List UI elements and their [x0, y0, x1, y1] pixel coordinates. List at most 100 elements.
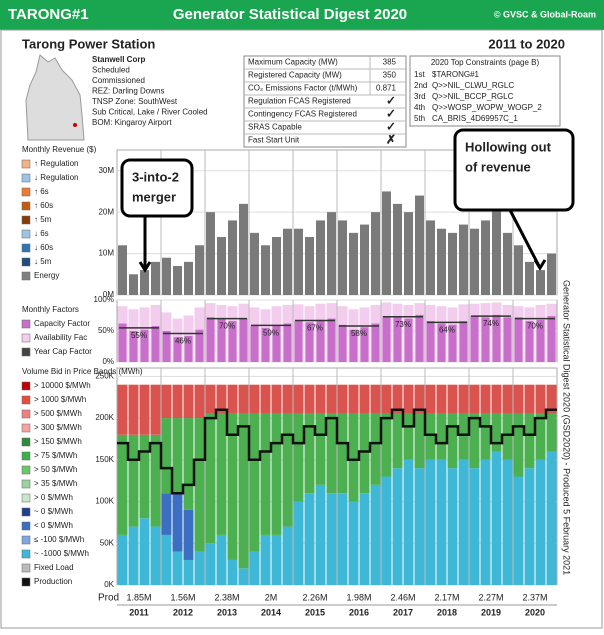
constraints-box — [409, 55, 561, 127]
legend-label: ↑ Regulation — [34, 159, 78, 168]
volume-bar — [524, 413, 535, 469]
credit: © GVSC & Global-Roam — [494, 9, 596, 19]
y-tick-label: 150K — [95, 455, 114, 464]
constraint: CA_BRIS_4D69957C_1 — [432, 114, 518, 123]
revenue-bar — [371, 212, 380, 295]
volume-bar — [249, 413, 260, 552]
annotation-arrow — [508, 209, 542, 269]
info-line: Scheduled — [92, 66, 130, 75]
volume-bar — [326, 413, 337, 494]
volume-bar — [227, 559, 238, 585]
frame — [0, 29, 603, 629]
factor-bar — [151, 326, 160, 362]
info-line: BOM: Kingaroy Airport — [92, 118, 172, 127]
revenue-bar — [272, 237, 281, 295]
volume-bar — [348, 413, 359, 502]
volume-bar — [480, 384, 491, 414]
volume-bar — [260, 413, 271, 535]
info-line: REZ: Darling Downs — [92, 87, 164, 96]
factor-bar — [283, 323, 292, 362]
constraint: Q>>NIL_BCCP_RGLC — [432, 92, 514, 101]
legend-label: ↓ 5m — [34, 257, 52, 266]
revenue-bar — [140, 270, 149, 295]
volume-bar — [513, 476, 524, 585]
spec-label: Maximum Capacity (MW) — [248, 58, 338, 67]
side-note: Generator Statistical Digest 2020 (GSD20… — [562, 280, 572, 575]
legend-swatch — [21, 409, 31, 419]
volume-bar — [535, 413, 546, 460]
volume-bar — [436, 413, 447, 460]
volume-bar — [414, 468, 425, 585]
volume-bar — [337, 413, 348, 494]
volume-bar — [337, 384, 348, 414]
volume-bar — [117, 434, 128, 535]
legend-swatch — [21, 319, 31, 329]
constraint: Q>>WOSP_WOPW_WOGP_2 — [432, 103, 542, 112]
volume-bar — [502, 459, 513, 585]
factor-bar — [547, 316, 556, 362]
factor-bar — [503, 317, 512, 362]
factor-bar — [305, 322, 314, 362]
legend-swatch — [21, 549, 31, 559]
spec-label: Fast Start Unit — [248, 136, 300, 145]
legend-label: ~ -1000 $/MWh — [34, 549, 89, 558]
annotation-text: Hollowing out — [465, 139, 552, 154]
y-tick-label: 0M — [103, 290, 114, 299]
volume-bar — [216, 534, 227, 585]
volume-bar — [546, 413, 557, 452]
volume-bar — [546, 384, 557, 414]
panel-title: Volume Bid in Price Bands (MWh) — [22, 367, 143, 376]
revenue-bar — [459, 224, 468, 295]
y-tick-label: 100% — [94, 295, 114, 304]
revenue-bar — [250, 232, 259, 295]
legend-label: Year Cap Factor — [34, 347, 92, 356]
prod-label: 1.98M — [346, 592, 371, 602]
year-cap-label: 73% — [395, 320, 411, 329]
volume-bar — [502, 413, 513, 460]
volume-bar — [403, 413, 414, 460]
year-cap-label: 64% — [439, 325, 455, 334]
volume-bar — [491, 384, 502, 414]
year-cap-label: 74% — [483, 319, 499, 328]
volume-bar — [425, 384, 436, 414]
arrow-head — [138, 261, 152, 273]
revenue-bar — [536, 270, 545, 295]
revenue-bar — [492, 203, 501, 295]
spec-value: ✓ — [386, 107, 396, 121]
revenue-bar — [162, 257, 171, 295]
volume-bar — [513, 413, 524, 477]
legend-swatch — [21, 507, 31, 517]
legend-label: > 1000 $/MWh — [34, 395, 86, 404]
legend-swatch — [21, 271, 31, 281]
arrow-head — [533, 259, 547, 271]
volume-bar — [117, 384, 128, 435]
factor-bar — [371, 323, 380, 362]
legend-swatch — [21, 333, 31, 343]
legend-swatch — [21, 257, 31, 267]
prod-label: 2M — [265, 592, 278, 602]
legend-swatch — [21, 563, 31, 573]
factor-bar — [481, 317, 490, 362]
factor-bar — [492, 314, 501, 362]
volume-bar — [392, 468, 403, 585]
factor-bar — [272, 324, 281, 362]
revenue-bar — [118, 245, 127, 295]
legend-label: > 75 $/MWh — [34, 451, 77, 460]
prod-label: 2.38M — [214, 592, 239, 602]
volume-bar — [403, 384, 414, 414]
legend-label: ↓ 60s — [34, 243, 53, 252]
rank: 2nd — [414, 81, 427, 90]
year-label: 2016 — [349, 607, 369, 617]
volume-bar — [161, 384, 172, 419]
legend-label: Energy — [34, 271, 59, 280]
year-label: 2013 — [217, 607, 237, 617]
legend-label: > 35 $/MWh — [34, 479, 77, 488]
prod-label: 1.56M — [170, 592, 195, 602]
volume-bar — [172, 551, 183, 585]
revenue-bar — [393, 203, 402, 295]
legend-label: ↑ 6s — [34, 187, 49, 196]
volume-bar — [480, 459, 491, 585]
factor-bar — [393, 317, 402, 362]
revenue-bar — [217, 237, 226, 295]
revenue-bar — [547, 253, 556, 295]
